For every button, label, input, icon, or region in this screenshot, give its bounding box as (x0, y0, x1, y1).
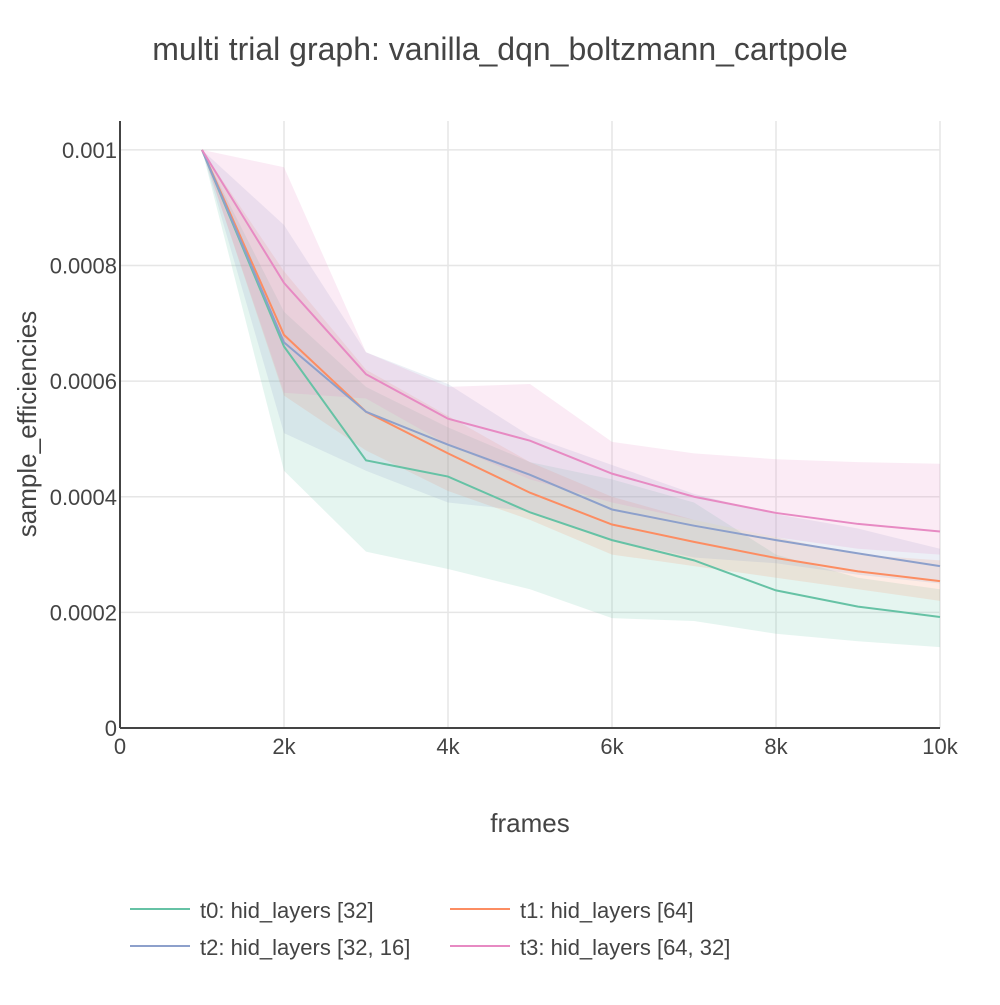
legend-label: t2: hid_layers [32, 16] (200, 935, 410, 960)
grid-layer (120, 121, 941, 728)
confidence-bands (202, 149, 940, 648)
legend-item-t2: t2: hid_layers [32, 16] (130, 935, 410, 960)
x-tick-label: 8k (764, 734, 788, 759)
y-tick-label: 0.0002 (50, 600, 117, 625)
x-tick-label: 4k (436, 734, 460, 759)
y-tick-label: 0.001 (62, 138, 117, 163)
x-tick-label: 6k (600, 734, 624, 759)
confidence-band-t1 (202, 149, 940, 601)
chart-title: multi trial graph: vanilla_dqn_boltzmann… (152, 31, 848, 67)
x-tick-label: 0 (114, 734, 126, 759)
confidence-band-t0 (202, 149, 940, 648)
legend-label: t0: hid_layers [32] (200, 898, 374, 923)
y-tick-label: 0.0006 (50, 369, 117, 394)
confidence-band-t3 (202, 149, 940, 555)
legend-label: t3: hid_layers [64, 32] (520, 935, 730, 960)
y-axis-title: sample_efficiencies (12, 311, 42, 537)
y-tick-label: 0.0008 (50, 254, 117, 279)
series-line-t0 (201, 149, 941, 619)
x-tick-label: 10k (922, 734, 958, 759)
series-lines (201, 149, 941, 619)
x-tick-label: 2k (272, 734, 296, 759)
series-line-t1 (201, 149, 941, 583)
y-tick-label: 0 (105, 716, 117, 741)
axes (119, 121, 940, 729)
y-tick-label: 0.0004 (50, 485, 117, 510)
legend-item-t0: t0: hid_layers [32] (130, 898, 374, 923)
series-line-t3 (201, 149, 941, 533)
x-axis-title: frames (490, 808, 569, 838)
series-line-t2 (201, 149, 941, 568)
confidence-band-t2 (202, 149, 940, 584)
tick-labels: 0 2k 4k 6k 8k 10k 0 0.0002 0.0004 0.0006 0.0008 0.0… (50, 138, 959, 759)
legend-item-t3: t3: hid_layers [64, 32] (450, 935, 730, 960)
legend: t0: hid_layers [32] t1: hid_layers [64] t2… (130, 898, 730, 960)
legend-item-t1: t1: hid_layers [64] (450, 898, 694, 923)
legend-label: t1: hid_layers [64] (520, 898, 694, 923)
